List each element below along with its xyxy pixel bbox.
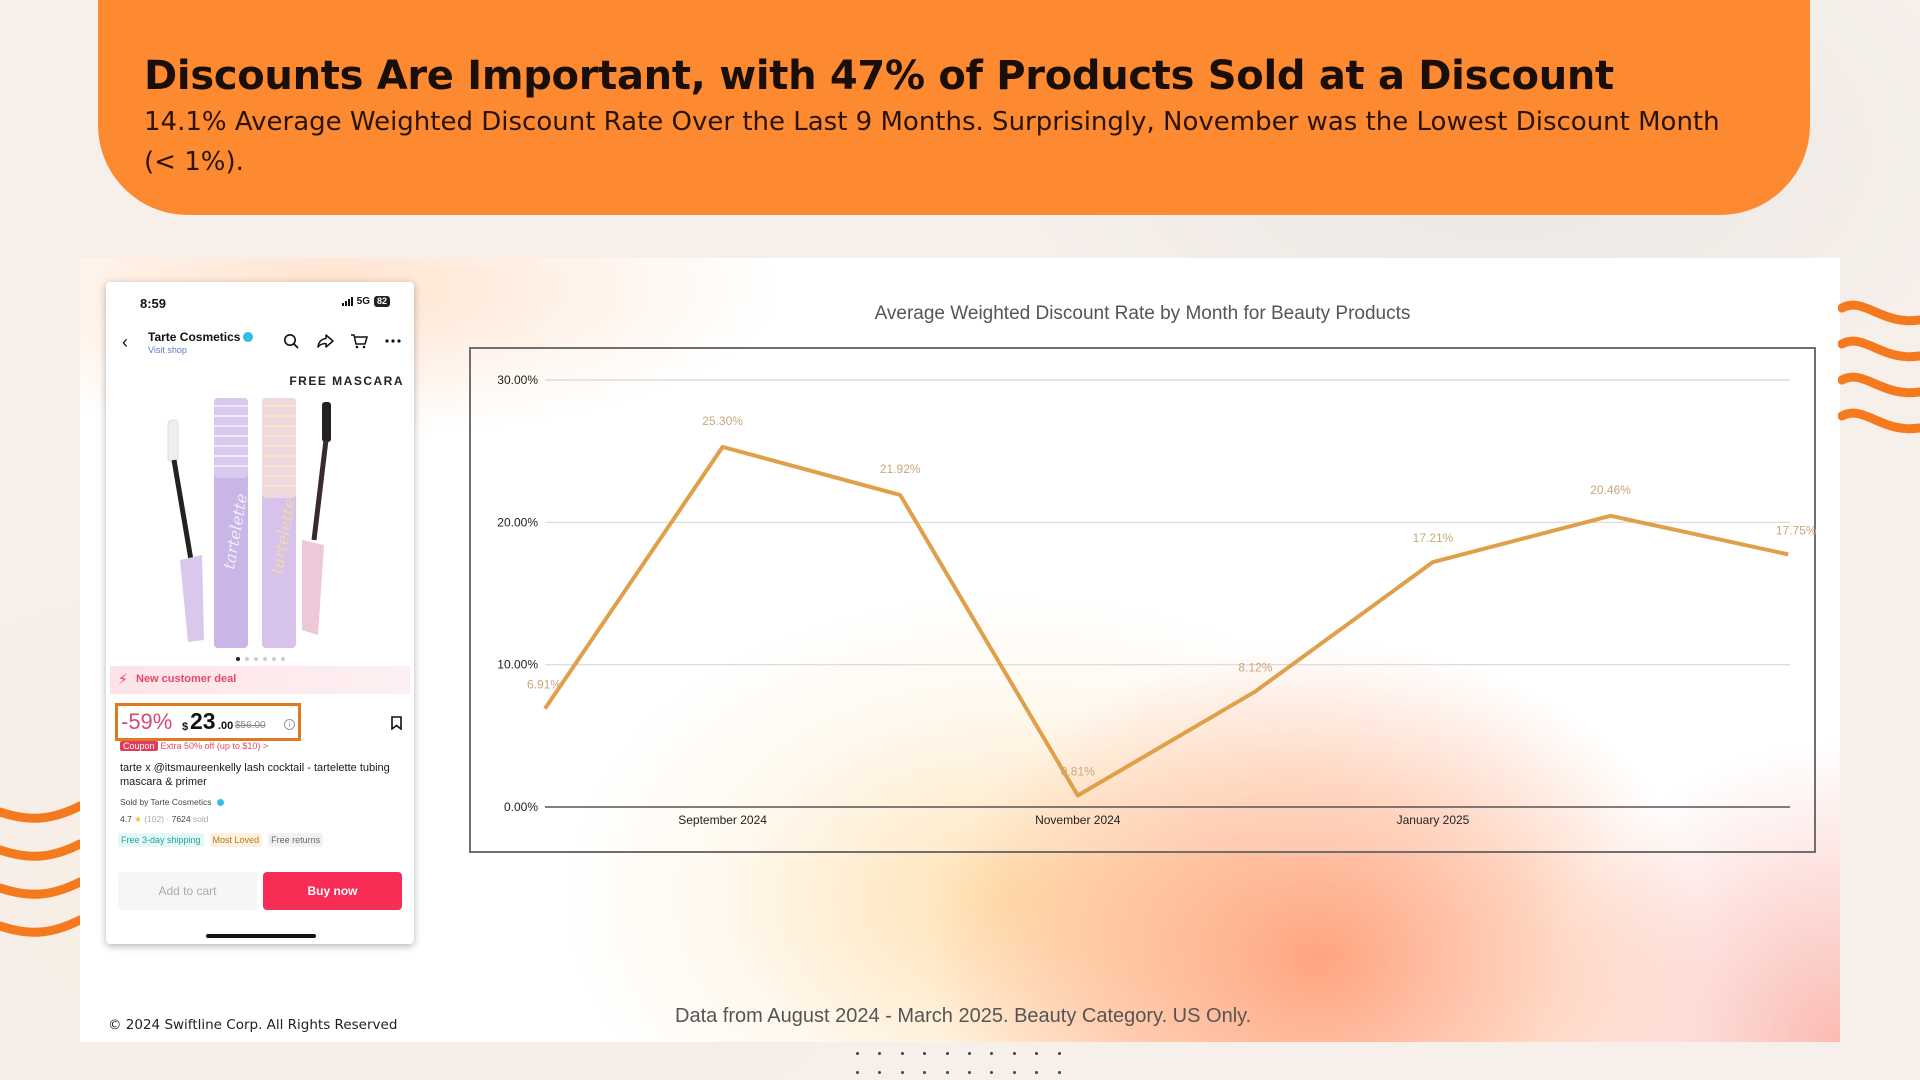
purchase-actions: Add to cart Buy now xyxy=(118,872,402,910)
carousel-dot[interactable] xyxy=(235,657,240,661)
chart-title: Average Weighted Discount Rate by Month … xyxy=(874,303,1411,324)
verified-badge-icon xyxy=(243,332,254,342)
search-icon[interactable] xyxy=(280,330,302,352)
status-time: 8:59 xyxy=(140,296,167,311)
status-bar: 8:59 5G 82 xyxy=(140,296,390,312)
carousel-dot[interactable] xyxy=(280,657,285,661)
shop-name[interactable]: Tarte Cosmetics xyxy=(148,330,254,344)
discount-percent: -59% xyxy=(121,709,173,734)
copyright: © 2024 Swiftline Corp. All Rights Reserv… xyxy=(108,1017,398,1033)
rating-row: 4.7 ★ (102) · 7624 sold xyxy=(120,814,209,824)
coupon-row[interactable]: Coupon Extra 50% off (up to $10) > xyxy=(120,741,268,751)
cart-icon[interactable] xyxy=(348,330,370,352)
coupon-text: Extra 50% off (up to $10) > xyxy=(160,741,269,751)
wave-decoration-left xyxy=(0,792,85,942)
wave-decoration-right xyxy=(1837,290,1920,450)
deal-label: New customer deal xyxy=(136,673,237,685)
lightning-icon: ⚡︎ xyxy=(118,671,128,687)
tag-most-loved: Most Loved xyxy=(209,833,263,847)
product-title: tarte x @itsmaureenkelly lash cocktail -… xyxy=(120,762,390,788)
phone-screenshot: 8:59 5G 82 ‹ Tarte Cosmetics Visit shop … xyxy=(106,282,414,944)
shop-header: ‹ Tarte Cosmetics Visit shop xyxy=(118,328,404,358)
rating-score: 4.7 xyxy=(120,814,132,824)
sold-count: 7624 xyxy=(171,814,191,824)
add-to-cart-button[interactable]: Add to cart xyxy=(118,872,257,910)
buy-now-button[interactable]: Buy now xyxy=(263,872,402,910)
new-customer-deal-banner: ⚡︎ New customer deal xyxy=(110,666,410,694)
network-label: 5G xyxy=(356,296,370,307)
page-title: Discounts Are Important, with 47% of Pro… xyxy=(144,53,1614,99)
visit-shop-link[interactable]: Visit shop xyxy=(148,345,187,355)
dot-grid-decoration xyxy=(856,1052,1080,1074)
sold-by[interactable]: Sold by Tarte Cosmetics xyxy=(120,797,224,807)
info-icon[interactable]: i xyxy=(284,719,295,730)
home-indicator xyxy=(206,934,316,938)
original-price: $56.00 xyxy=(235,720,266,731)
product-tags: Free 3-day shipping Most Loved Free retu… xyxy=(118,833,324,847)
carousel-dot[interactable] xyxy=(253,657,258,661)
bookmark-icon[interactable] xyxy=(391,716,402,735)
signal-icon xyxy=(341,297,353,306)
page-subtitle: 14.1% Average Weighted Discount Rate Ove… xyxy=(144,107,1720,177)
battery-icon: 82 xyxy=(373,296,390,307)
header-banner: Discounts Are Important, with 47% of Pro… xyxy=(98,0,1810,215)
coupon-tag: Coupon xyxy=(120,741,158,751)
star-icon: ★ xyxy=(134,814,142,824)
tag-free-shipping: Free 3-day shipping xyxy=(118,833,204,847)
price-highlight: -59% $ 23 .00 $56.00 i xyxy=(115,703,301,741)
back-arrow-icon[interactable]: ‹ xyxy=(122,332,128,352)
data-source-note: Data from August 2024 - March 2025. Beau… xyxy=(675,1005,1252,1027)
verified-badge-icon xyxy=(216,799,224,806)
price-cents: .00 xyxy=(218,720,234,732)
review-count: (102) xyxy=(144,814,165,824)
more-icon[interactable] xyxy=(382,330,404,352)
chart-frame xyxy=(469,347,1816,853)
carousel-dot[interactable] xyxy=(244,657,249,661)
share-icon[interactable] xyxy=(314,330,336,352)
sold-label: sold xyxy=(192,814,209,824)
carousel-dot[interactable] xyxy=(262,657,267,661)
tag-free-returns: Free returns xyxy=(268,833,324,847)
product-image[interactable]: tartelette tartelette xyxy=(146,390,376,650)
carousel-dot[interactable] xyxy=(271,657,276,661)
carousel-indicator[interactable] xyxy=(106,657,414,661)
price-currency: $ xyxy=(182,721,189,733)
promo-badge: FREE MASCARA xyxy=(289,374,404,388)
price-whole: 23 xyxy=(190,708,216,734)
